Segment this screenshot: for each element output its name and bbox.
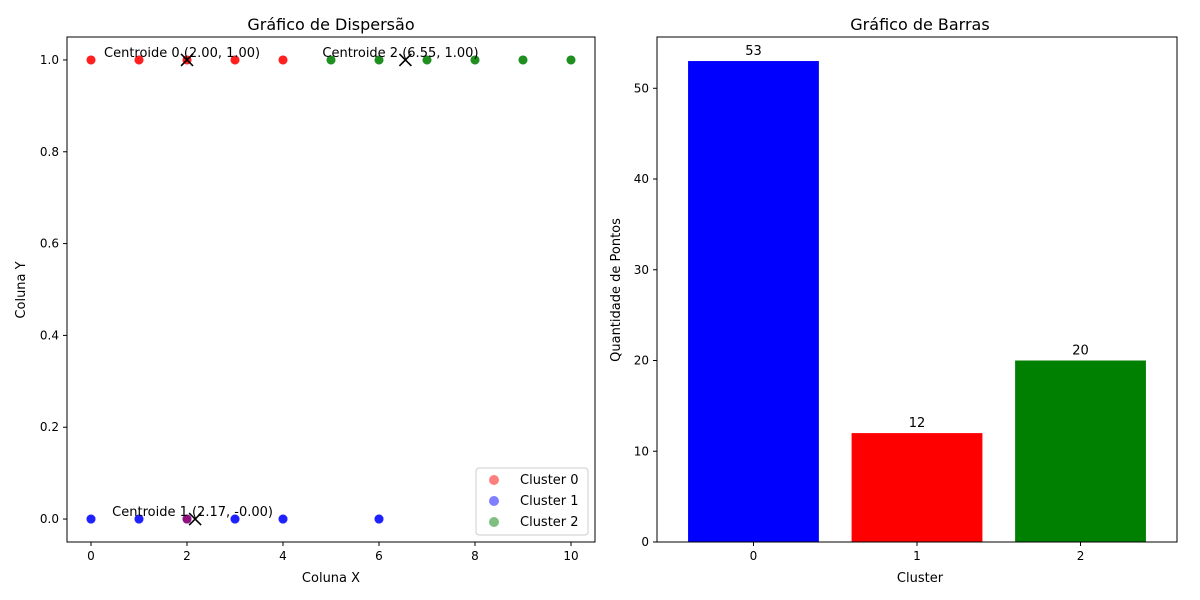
scatter-y-tick-label: 0.0 bbox=[40, 512, 59, 526]
bar bbox=[851, 433, 983, 542]
scatter-point bbox=[86, 55, 96, 65]
bar-plot-frame bbox=[656, 36, 1178, 543]
bar-x-axis-label: Cluster bbox=[897, 571, 944, 586]
scatter-x-tick-label: 8 bbox=[471, 549, 479, 563]
scatter-point bbox=[134, 514, 144, 524]
scatter-point bbox=[86, 514, 96, 524]
scatter-point bbox=[230, 514, 240, 524]
scatter-x-tick-label: 4 bbox=[279, 549, 287, 563]
legend-label: Cluster 0 bbox=[520, 473, 579, 488]
scatter-x-tick-label: 0 bbox=[87, 549, 95, 563]
bar bbox=[1015, 360, 1146, 542]
scatter-y-tick-label: 0.8 bbox=[40, 145, 59, 159]
scatter-centroids: Centroide 0 (2.00, 1.00) Centroide 1 (2.1… bbox=[104, 46, 479, 526]
scatter-y-tick-label: 0.6 bbox=[40, 237, 59, 251]
scatter-x-axis-label: Coluna X bbox=[302, 571, 360, 586]
scatter-y-axis-label: Coluna Y bbox=[14, 261, 29, 318]
bar-y-tick-label: 20 bbox=[634, 354, 649, 368]
legend-marker bbox=[489, 475, 499, 485]
centroid-marker bbox=[188, 512, 202, 526]
bar-x-tick-label: 0 bbox=[750, 549, 758, 563]
centroid-label: Centroide 0 (2.00, 1.00) bbox=[104, 46, 260, 61]
scatter-chart: 0 2 4 6 8 10 0.0 0.2 0.4 0.6 0.8 1.0 Centroide 0 (2… bbox=[14, 15, 596, 586]
scatter-y-tick-label: 0.2 bbox=[40, 420, 59, 434]
bar-y-tick-label: 40 bbox=[634, 172, 649, 186]
centroid-marker bbox=[180, 53, 194, 67]
scatter-y-tick-label: 1.0 bbox=[40, 53, 59, 67]
scatter-point bbox=[566, 55, 576, 65]
centroid-marker bbox=[398, 53, 412, 67]
scatter-x-tick-label: 10 bbox=[563, 549, 578, 563]
scatter-point bbox=[278, 514, 288, 524]
scatter-points bbox=[86, 55, 576, 524]
legend-marker bbox=[489, 517, 499, 527]
bar-title: Gráfico de Barras bbox=[850, 15, 989, 34]
bar-value-label: 12 bbox=[909, 416, 926, 431]
legend-label: Cluster 2 bbox=[520, 515, 579, 530]
legend-marker bbox=[489, 496, 499, 506]
centroid-label: Centroide 2 (6.55, 1.00) bbox=[322, 46, 478, 61]
scatter-title: Gráfico de Dispersão bbox=[247, 15, 414, 34]
bar-y-tick-label: 30 bbox=[634, 263, 649, 277]
bar-x-tick-label: 1 bbox=[913, 549, 921, 563]
scatter-y-tick-label: 0.4 bbox=[40, 328, 59, 342]
scatter-plot-frame bbox=[66, 36, 596, 543]
scatter-point bbox=[278, 55, 288, 65]
scatter-point bbox=[374, 55, 384, 65]
scatter-ticks: 0 2 4 6 8 10 0.0 0.2 0.4 0.6 0.8 1.0 bbox=[40, 53, 579, 563]
scatter-point bbox=[182, 514, 192, 524]
bar bbox=[688, 61, 819, 543]
bar-y-tick-label: 0 bbox=[641, 535, 649, 549]
scatter-point bbox=[374, 514, 384, 524]
bar-bars: 53 12 20 bbox=[688, 44, 1146, 543]
scatter-legend: Cluster 0 Cluster 1 Cluster 2 bbox=[475, 467, 589, 536]
bar-x-tick-label: 2 bbox=[1077, 549, 1085, 563]
legend-box bbox=[475, 467, 589, 536]
bar-y-axis-label: Quantidade de Pontos bbox=[609, 218, 624, 362]
legend-label: Cluster 1 bbox=[520, 494, 579, 509]
scatter-point bbox=[134, 55, 144, 65]
centroid-label: Centroide 1 (2.17, -0.00) bbox=[112, 505, 273, 520]
bar-value-label: 53 bbox=[745, 44, 762, 59]
scatter-point bbox=[470, 55, 480, 65]
scatter-point bbox=[230, 55, 240, 65]
scatter-point bbox=[422, 55, 432, 65]
scatter-point bbox=[518, 55, 528, 65]
bar-value-label: 20 bbox=[1072, 344, 1089, 359]
scatter-x-tick-label: 6 bbox=[375, 549, 383, 563]
scatter-x-tick-label: 2 bbox=[183, 549, 191, 563]
bar-y-tick-label: 50 bbox=[634, 81, 649, 95]
bar-y-tick-label: 10 bbox=[634, 444, 649, 458]
scatter-point bbox=[326, 55, 336, 65]
